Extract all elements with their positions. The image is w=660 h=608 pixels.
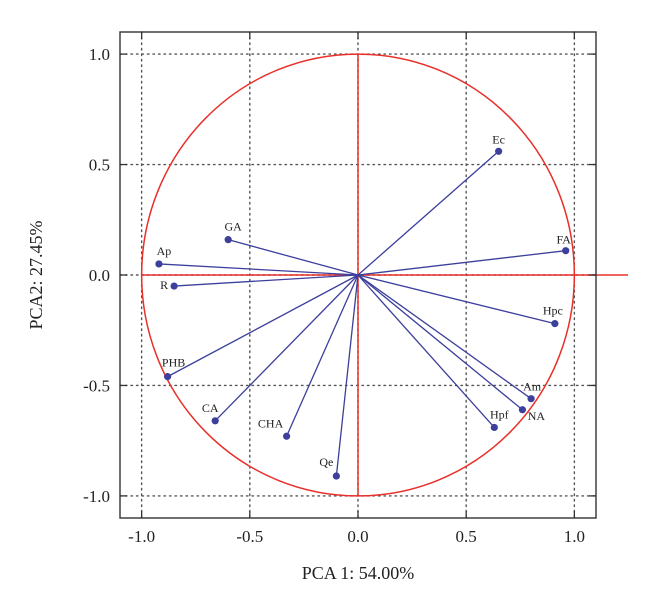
data-point-phb bbox=[164, 373, 172, 381]
loading-vector-phb bbox=[167, 274, 359, 378]
loading-vector-am bbox=[357, 274, 532, 400]
loading-vectors bbox=[155, 147, 570, 480]
x-tick-label: 1.0 bbox=[564, 527, 585, 546]
data-point-hpc bbox=[551, 320, 559, 328]
loading-vector-ap bbox=[158, 263, 359, 276]
x-tick-label: -0.5 bbox=[236, 527, 263, 546]
y-tick-label: 1.0 bbox=[89, 45, 110, 64]
loading-vector-hpc bbox=[357, 274, 556, 325]
data-point-ec bbox=[495, 147, 503, 155]
variable-labels: Ec FA Hpc Am NA Hpf Qe CHA CA PHB R Ap GA bbox=[157, 132, 572, 469]
data-point-am bbox=[527, 395, 535, 403]
point-label-r: R bbox=[160, 278, 168, 292]
data-point-hpf bbox=[490, 423, 498, 432]
loading-vector-ec bbox=[357, 150, 500, 276]
point-label-ec: Ec bbox=[492, 132, 505, 146]
point-label-hpf: Hpf bbox=[490, 407, 509, 421]
loading-vector-na bbox=[357, 274, 523, 411]
data-point-ap bbox=[155, 260, 163, 268]
x-tick-label: 0.0 bbox=[347, 527, 368, 546]
y-axis-title: PCA2: 27.45% bbox=[26, 220, 46, 329]
point-label-fa: FA bbox=[556, 233, 571, 247]
loading-vector-ca bbox=[214, 274, 359, 422]
loading-vector-cha bbox=[286, 274, 359, 437]
point-label-ap: Ap bbox=[157, 244, 172, 258]
point-label-ca: CA bbox=[202, 401, 219, 415]
loading-vector-hpf bbox=[357, 274, 495, 428]
reference-lines bbox=[140, 53, 628, 497]
y-tick-label: -0.5 bbox=[83, 376, 110, 395]
loading-vector-r bbox=[174, 274, 359, 287]
point-label-phb: PHB bbox=[162, 356, 185, 370]
y-tick-label: 0.5 bbox=[89, 156, 110, 175]
data-point-cha bbox=[283, 432, 291, 440]
loading-vector-ga bbox=[228, 239, 359, 276]
data-point-qe bbox=[332, 472, 340, 480]
loading-vector-qe bbox=[335, 274, 359, 477]
data-point-ca bbox=[211, 417, 219, 425]
data-point-na bbox=[518, 406, 527, 414]
data-point-fa bbox=[562, 247, 570, 255]
point-label-am: Am bbox=[523, 380, 542, 394]
point-label-hpc: Hpc bbox=[543, 304, 563, 318]
point-label-cha: CHA bbox=[258, 416, 284, 430]
point-label-na: NA bbox=[528, 409, 546, 423]
loading-vector-fa bbox=[357, 250, 566, 276]
data-point-r bbox=[170, 282, 178, 290]
axis-ticks: -1.0 -0.5 0.0 0.5 1.0 -1.0 -0.5 0.0 0.5 1.0 bbox=[83, 32, 596, 546]
y-tick-label: -1.0 bbox=[83, 487, 110, 506]
x-tick-label: -1.0 bbox=[128, 527, 155, 546]
point-label-qe: Qe bbox=[319, 455, 333, 469]
data-point-ga bbox=[224, 236, 232, 244]
point-label-ga: GA bbox=[225, 220, 243, 234]
x-axis-title: PCA 1: 54.00% bbox=[302, 563, 415, 583]
x-tick-label: 0.5 bbox=[456, 527, 477, 546]
y-tick-label: 0.0 bbox=[89, 266, 110, 285]
